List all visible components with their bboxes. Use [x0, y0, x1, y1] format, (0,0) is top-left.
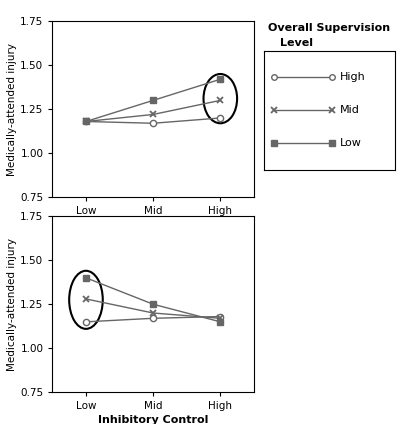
- Text: Low: Low: [340, 139, 362, 148]
- Text: High: High: [340, 72, 366, 82]
- Text: Overall Supervision: Overall Supervision: [268, 23, 390, 33]
- Y-axis label: Medically-attended injury: Medically-attended injury: [7, 238, 17, 371]
- Y-axis label: Medically-attended injury: Medically-attended injury: [7, 43, 17, 176]
- X-axis label: Inhibitory Control: Inhibitory Control: [98, 416, 208, 424]
- Text: Mid: Mid: [340, 105, 360, 115]
- X-axis label: High Intensity Behaviour: High Intensity Behaviour: [76, 220, 231, 230]
- Text: Level: Level: [280, 38, 313, 48]
